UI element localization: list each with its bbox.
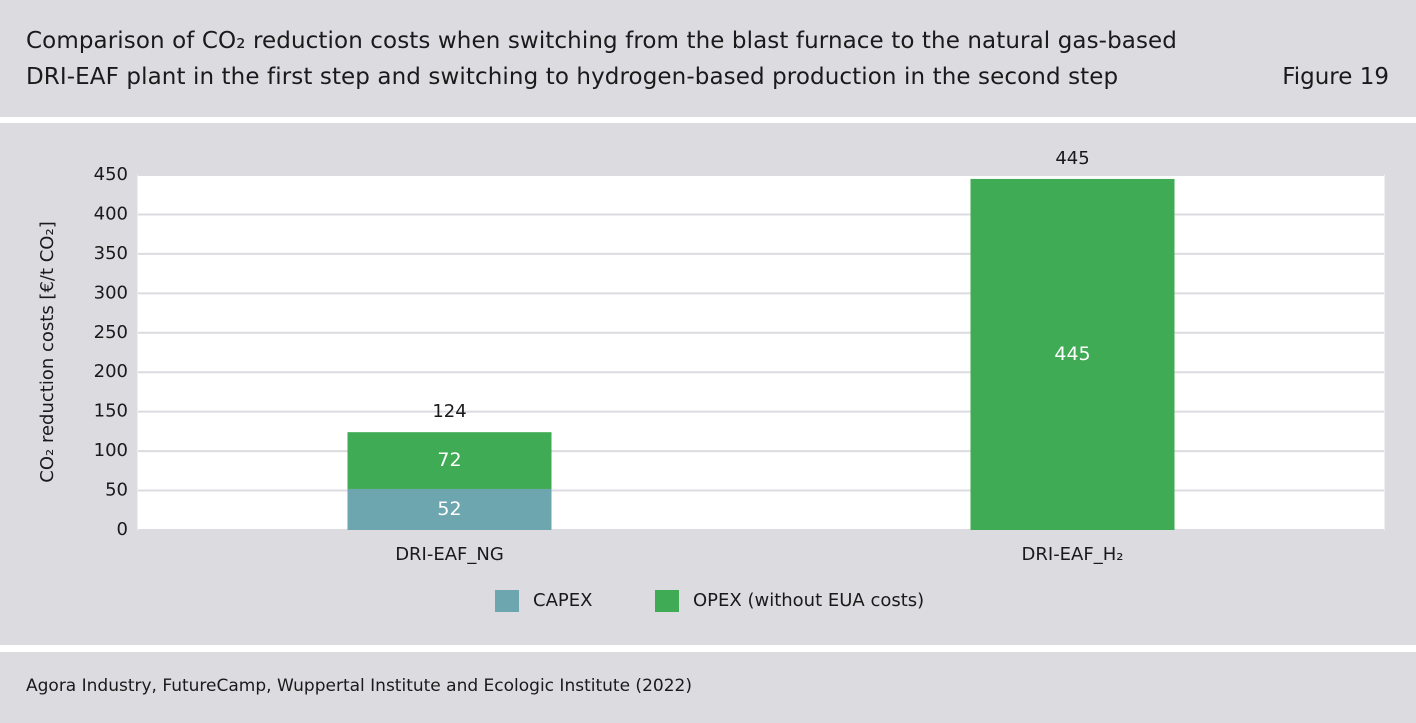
footer-panel: Agora Industry, FutureCamp, Wuppertal In… xyxy=(0,652,1416,723)
legend-swatch xyxy=(655,590,679,612)
y-axis-ticks: 0 50 100 150 200 250 300 350 400 450 xyxy=(94,164,128,540)
grid-lines xyxy=(138,174,1384,531)
y-tick-label: 0 xyxy=(117,519,128,540)
y-axis-label: CO₂ reduction costs [€/t CO₂] xyxy=(37,221,58,482)
figure-label: Figure 19 xyxy=(1282,64,1389,90)
y-tick-label: 100 xyxy=(94,440,128,461)
y-tick-label: 150 xyxy=(94,401,128,422)
legend-label: OPEX (without EUA costs) xyxy=(693,590,924,611)
legend-label: CAPEX xyxy=(533,590,592,611)
bar-chart: 0 50 100 150 200 250 300 350 400 450 52 72 124 445 44… xyxy=(37,148,1385,612)
data-labels: 52 72 124 445 445 xyxy=(432,148,1090,520)
y-tick-label: 350 xyxy=(94,243,128,264)
y-tick-label: 250 xyxy=(94,322,128,343)
source-note: Agora Industry, FutureCamp, Wuppertal In… xyxy=(26,676,692,696)
chart-panel: 0 50 100 150 200 250 300 350 400 450 52 72 124 445 44… xyxy=(0,123,1416,645)
x-axis-categories: DRI-EAF_NG DRI-EAF_H₂ xyxy=(395,544,1123,565)
bars xyxy=(347,178,1175,530)
y-tick-label: 300 xyxy=(94,282,128,303)
total-value-label: 445 xyxy=(1055,148,1089,169)
y-tick-label: 50 xyxy=(105,480,128,501)
category-label: DRI-EAF_H₂ xyxy=(1022,544,1124,565)
bar-segment xyxy=(970,178,1175,530)
segment-value-label: 72 xyxy=(437,449,461,471)
chart-title-line-1: Comparison of CO₂ reduction costs when s… xyxy=(26,28,1177,54)
legend-swatch xyxy=(495,590,519,612)
y-tick-label: 450 xyxy=(94,164,128,185)
category-label: DRI-EAF_NG xyxy=(395,544,504,565)
chart-title-line-2: DRI-EAF plant in the first step and swit… xyxy=(26,64,1119,90)
segment-value-label: 52 xyxy=(437,498,461,520)
bar-segment xyxy=(347,432,552,489)
bar-segment xyxy=(347,488,552,530)
segment-value-label: 445 xyxy=(1054,343,1090,365)
header-panel: Comparison of CO₂ reduction costs when s… xyxy=(0,0,1416,117)
plot-area xyxy=(137,174,1385,531)
y-tick-label: 400 xyxy=(94,203,128,224)
y-tick-label: 200 xyxy=(94,361,128,382)
legend: CAPEX OPEX (without EUA costs) xyxy=(495,590,924,612)
total-value-label: 124 xyxy=(432,401,466,422)
